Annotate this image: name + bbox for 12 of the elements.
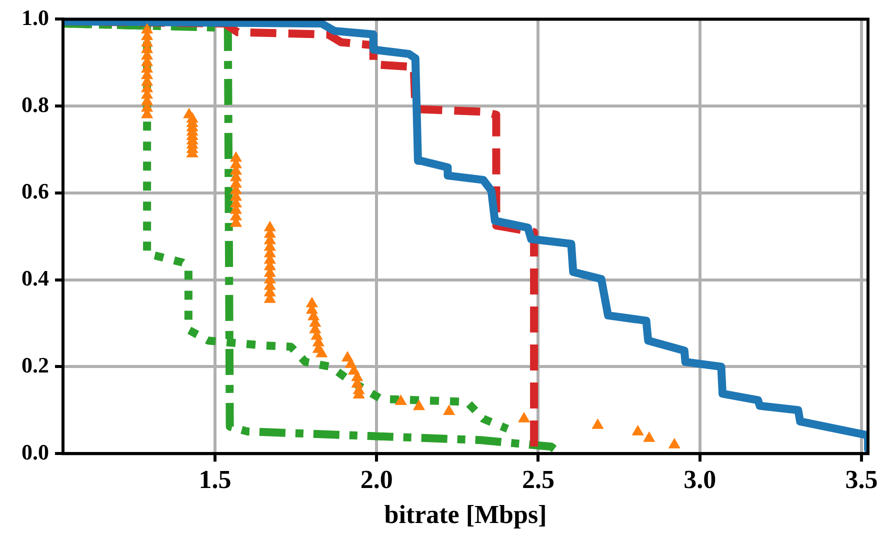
x-tick-label: 2.5 bbox=[522, 464, 554, 494]
x-axis-title: bitrate [Mbps] bbox=[384, 500, 547, 530]
y-tick-label: 0.2 bbox=[22, 352, 49, 378]
x-tick-label: 2.0 bbox=[360, 464, 393, 494]
y-tick-label: 1.0 bbox=[22, 4, 49, 30]
x-tick-label: 3.0 bbox=[684, 464, 716, 494]
y-tick-label: 0.8 bbox=[22, 92, 49, 117]
y-tick-label: 0.0 bbox=[22, 439, 49, 464]
y-tick-label: 0.4 bbox=[22, 266, 49, 291]
y-tick-label: 0.6 bbox=[22, 178, 49, 204]
x-tick-label: 3.5 bbox=[845, 464, 878, 494]
x-tick-label: 1.5 bbox=[198, 464, 232, 494]
